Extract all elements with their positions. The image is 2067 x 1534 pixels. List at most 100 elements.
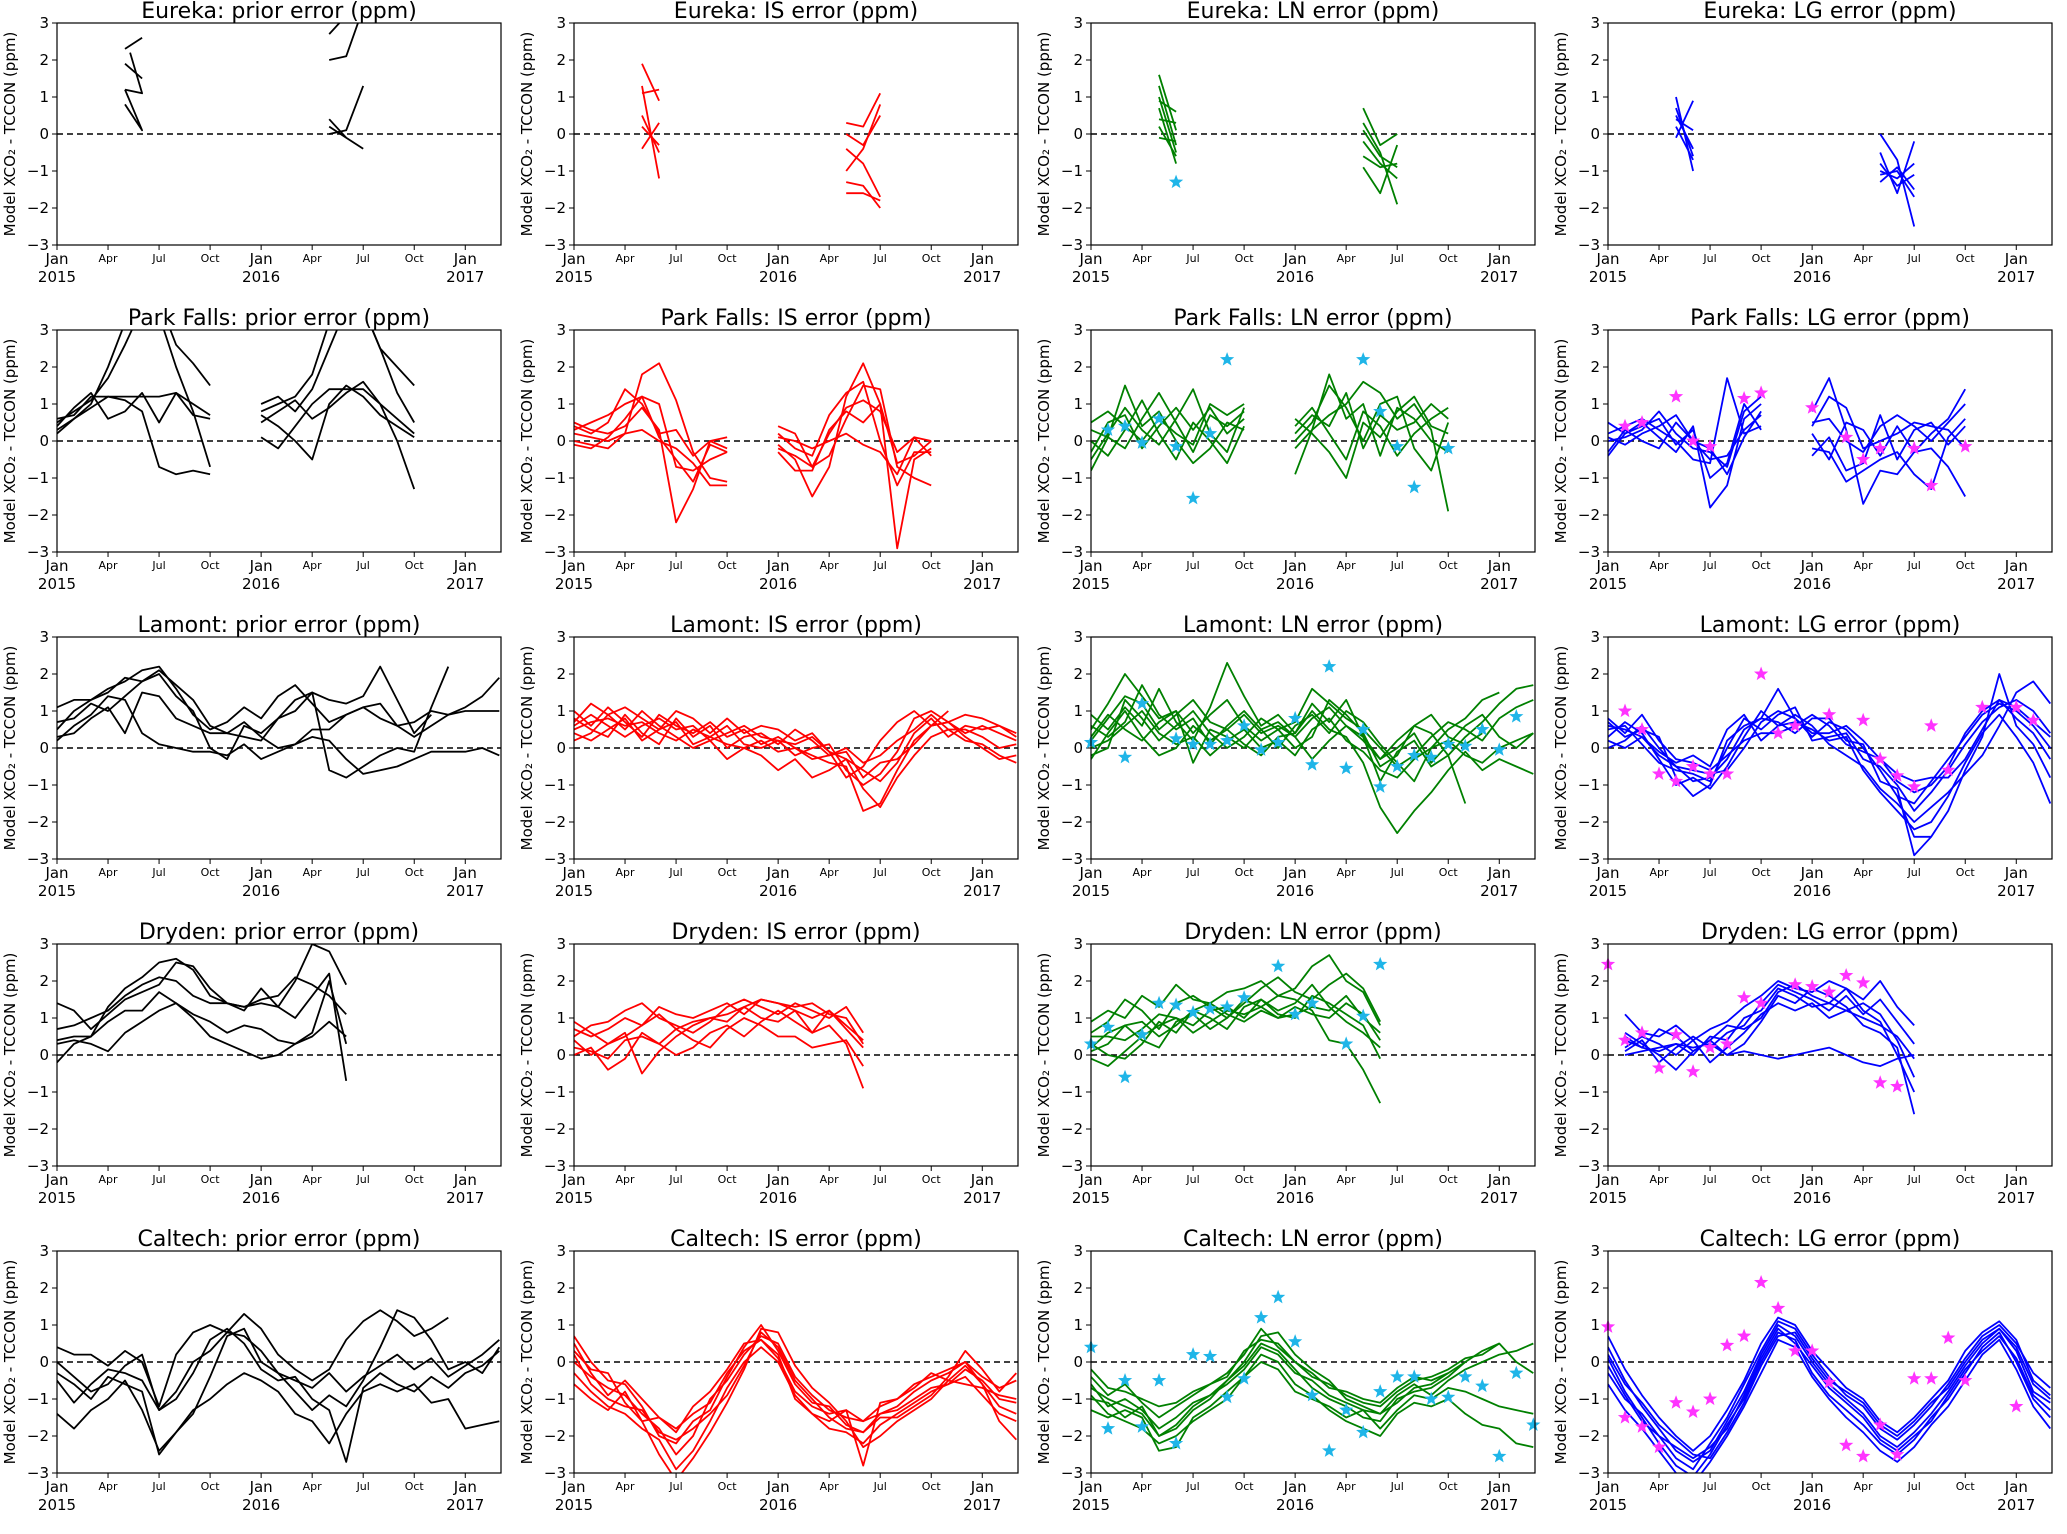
y-tick-label: 3 — [1073, 628, 1083, 646]
y-tick-label: 3 — [39, 935, 49, 953]
star-marker — [1100, 1421, 1116, 1435]
star-marker — [1719, 1036, 1735, 1050]
y-tick-label: 3 — [556, 14, 566, 32]
y-tick-label: −2 — [1578, 506, 1600, 524]
x-tick-label: Jan — [970, 864, 994, 882]
chart-panel: Park Falls: prior error (ppm) Model XCO₂ … — [1, 306, 519, 613]
x-tick-label: Apr — [1650, 559, 1670, 572]
y-tick-label: 3 — [1590, 1242, 1600, 1260]
series-line — [1879, 166, 1915, 191]
x-year-label: 2017 — [963, 1189, 1001, 1207]
chart-svg: Dryden: LN error (ppm) Model XCO₂ - TCCON… — [1035, 920, 1536, 1207]
series-line — [1091, 673, 1534, 768]
chart-panel: Lamont: LG error (ppm) Model XCO₂ - TCCON… — [1552, 613, 2067, 920]
x-tick-label: Oct — [718, 866, 738, 879]
star-marker — [1339, 1036, 1354, 1050]
y-tick-label: −1 — [27, 776, 49, 794]
star-marker — [1890, 768, 1905, 782]
star-marker — [1151, 411, 1167, 425]
y-tick-label: 1 — [556, 395, 566, 413]
star-marker — [1253, 742, 1269, 756]
series-line — [1879, 133, 1916, 227]
x-tick-label: Jul — [356, 866, 370, 879]
y-tick-label: 0 — [1590, 125, 1600, 143]
y-tick-label: −1 — [544, 1390, 566, 1408]
x-year-label: 2015 — [1072, 882, 1110, 900]
x-tick-label: Jan — [453, 557, 477, 575]
y-tick-label: 0 — [39, 739, 49, 757]
x-tick-label: Jul — [668, 1173, 682, 1186]
x-year-label: 2015 — [1072, 268, 1110, 286]
x-tick-label: Jul — [873, 1173, 887, 1186]
series-line — [1091, 994, 1382, 1060]
chart-svg: Lamont: LG error (ppm) Model XCO₂ - TCCON… — [1552, 613, 2053, 900]
y-tick-label: −2 — [27, 506, 49, 524]
x-tick-label: Oct — [201, 252, 221, 265]
y-axis-label: Model XCO₂ - TCCON (ppm) — [518, 953, 536, 1158]
x-tick-label: Apr — [616, 559, 636, 572]
x-year-label: 2015 — [555, 268, 593, 286]
x-tick-label: Oct — [1752, 559, 1772, 572]
x-year-label: 2017 — [1997, 882, 2035, 900]
series-line — [574, 706, 1017, 764]
y-axis-label: Model XCO₂ - TCCON (ppm) — [1, 32, 19, 237]
series-line — [574, 998, 864, 1045]
x-year-label: 2015 — [1589, 882, 1627, 900]
x-tick-label: Apr — [616, 1480, 636, 1493]
x-tick-label: Apr — [1650, 866, 1670, 879]
star-marker — [1634, 1419, 1650, 1433]
series-line — [574, 998, 864, 1038]
y-tick-label: 3 — [1073, 1242, 1083, 1260]
y-tick-label: −2 — [1061, 506, 1083, 524]
x-tick-label: Oct — [1235, 1173, 1255, 1186]
series-line — [1608, 673, 2052, 857]
y-tick-label: 3 — [1073, 321, 1083, 339]
star-marker — [1236, 718, 1252, 732]
series-line — [1362, 129, 1398, 169]
y-tick-label: 1 — [39, 1316, 49, 1334]
star-marker — [2026, 712, 2041, 727]
x-tick-label: Oct — [405, 866, 425, 879]
x-year-label: 2016 — [242, 1496, 280, 1514]
panel-title: Caltech: prior error (ppm) — [138, 1227, 421, 1252]
y-tick-label: 3 — [39, 14, 49, 32]
x-tick-label: Jan — [1800, 864, 1824, 882]
star-marker — [1975, 699, 1990, 714]
chart-svg: Dryden: IS error (ppm) Model XCO₂ - TCCON… — [518, 920, 1019, 1207]
star-marker — [1100, 422, 1116, 436]
series-line — [1091, 710, 1534, 779]
star-marker — [2009, 699, 2024, 714]
series-line — [574, 1338, 1017, 1467]
panel-title: Eureka: prior error (ppm) — [141, 0, 417, 24]
y-tick-label: 0 — [1073, 125, 1083, 143]
y-tick-label: −3 — [1578, 1464, 1600, 1482]
series-line — [845, 148, 882, 198]
chart-panel: Lamont: LN error (ppm) Model XCO₂ - TCCON… — [1035, 613, 1553, 920]
y-tick-label: −2 — [27, 199, 49, 217]
x-tick-label: Jul — [1390, 1480, 1404, 1493]
chart-panel: Dryden: LN error (ppm) Model XCO₂ - TCCON… — [1035, 920, 1553, 1227]
series-line — [574, 1017, 864, 1071]
chart-panel: Caltech: IS error (ppm) Model XCO₂ - TCCO… — [518, 1227, 1036, 1534]
x-year-label: 2016 — [1793, 1189, 1831, 1207]
y-tick-label: −2 — [1578, 1427, 1600, 1445]
x-year-label: 2017 — [1480, 1189, 1518, 1207]
star-marker — [1373, 956, 1388, 971]
x-tick-label: Jan — [970, 1478, 994, 1496]
star-marker — [1305, 1387, 1320, 1402]
y-tick-label: 2 — [1590, 51, 1600, 69]
x-tick-label: Jul — [873, 252, 887, 265]
y-tick-label: 1 — [39, 702, 49, 720]
x-tick-label: Apr — [1854, 866, 1874, 879]
chart-panel: Park Falls: LG error (ppm) Model XCO₂ - T… — [1552, 306, 2067, 613]
x-tick-label: Jul — [356, 1173, 370, 1186]
x-tick-label: Jan — [561, 864, 585, 882]
x-year-label: 2017 — [1480, 575, 1518, 593]
x-tick-label: Apr — [1133, 866, 1153, 879]
x-tick-label: Jan — [1800, 1171, 1824, 1189]
series-line — [1608, 699, 2052, 794]
star-marker — [1822, 1374, 1837, 1389]
x-tick-label: Jul — [356, 252, 370, 265]
series-line — [57, 961, 348, 1082]
panel-title: Dryden: IS error (ppm) — [671, 920, 920, 945]
